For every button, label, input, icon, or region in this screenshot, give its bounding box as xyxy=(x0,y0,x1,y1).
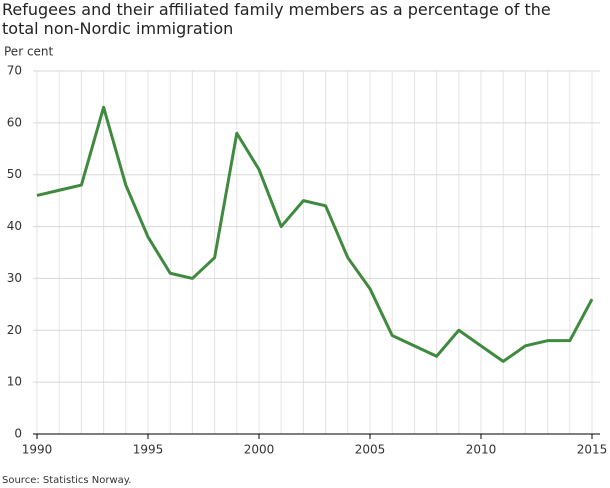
chart-title: Refugees and their affiliated family mem… xyxy=(2,0,551,38)
y-axis-label: Per cent xyxy=(4,45,54,59)
x-tick-label: 2010 xyxy=(466,443,497,457)
y-tick-label: 10 xyxy=(7,375,22,389)
y-tick-label: 30 xyxy=(7,271,22,285)
x-tick-label: 2005 xyxy=(355,443,386,457)
data-line xyxy=(36,105,594,363)
y-tick-label: 70 xyxy=(7,64,22,78)
y-tick-label: 20 xyxy=(7,323,22,337)
x-tick-label: 1990 xyxy=(22,443,53,457)
x-tick-label: 2000 xyxy=(244,443,275,457)
source: Source: Statistics Norway. xyxy=(2,475,131,486)
x-tick-label: 2015 xyxy=(577,443,608,457)
y-tick-label: 50 xyxy=(7,167,22,181)
y-tick-label: 60 xyxy=(7,115,22,129)
y-tick-label: 0 xyxy=(14,427,22,441)
y-tick-label: 40 xyxy=(7,219,22,233)
x-tick-label: 1995 xyxy=(133,443,164,457)
